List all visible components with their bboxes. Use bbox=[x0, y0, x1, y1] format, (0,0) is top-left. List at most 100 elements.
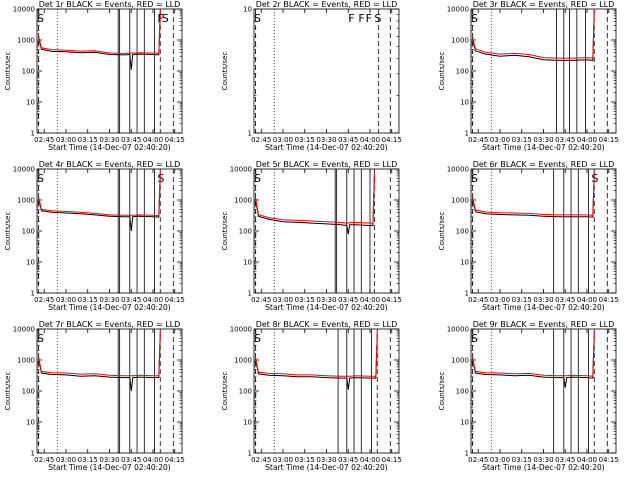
x-tick-label: 02:45 bbox=[34, 456, 54, 464]
y-tick-label: 10000 bbox=[447, 166, 469, 174]
panel-title: Det 2r BLACK = Events, RED = LLD bbox=[256, 0, 398, 9]
y-tick-label: 10 bbox=[243, 259, 252, 267]
x-tick-label: 04:15 bbox=[382, 296, 402, 304]
x-tick-label: 03:30 bbox=[99, 456, 119, 464]
x-tick-label: 02:45 bbox=[468, 296, 488, 304]
series-line-lld bbox=[471, 170, 595, 216]
y-axis-label: Counts/sec bbox=[438, 372, 446, 411]
y-tick-label: 100 bbox=[456, 388, 469, 396]
flag-letter: S bbox=[162, 12, 169, 25]
x-tick-label: 04:15 bbox=[599, 296, 619, 304]
flag-letter: S bbox=[254, 12, 261, 25]
series-line-events bbox=[38, 173, 161, 232]
y-tick-label: 1000 bbox=[451, 37, 469, 45]
y-tick-label: 10 bbox=[460, 99, 469, 107]
panel-title: Det 5r BLACK = Events, RED = LLD bbox=[256, 160, 398, 169]
y-tick-label: 10000 bbox=[13, 6, 35, 14]
y-tick-label: 10000 bbox=[447, 326, 469, 334]
y-axis-label: Counts/sec bbox=[4, 372, 12, 411]
x-tick-label: 03:00 bbox=[273, 456, 293, 464]
x-tick-label: 04:15 bbox=[165, 136, 185, 144]
x-axis-label: Start Time (14-Dec-07 02:40:20) bbox=[482, 303, 604, 312]
y-tick-label: 10 bbox=[243, 419, 252, 427]
y-tick-label: 1 bbox=[465, 130, 469, 138]
y-tick-label: 1000 bbox=[234, 357, 252, 365]
x-tick-label: 02:45 bbox=[251, 136, 271, 144]
flag-letter: S bbox=[37, 172, 44, 185]
y-axis-label: Counts/sec bbox=[221, 372, 229, 411]
y-tick-label: 1 bbox=[31, 450, 35, 458]
y-tick-label: 1000 bbox=[17, 37, 35, 45]
flag-letter: S bbox=[37, 12, 44, 25]
x-tick-label: 02:45 bbox=[468, 456, 488, 464]
y-tick-label: 100 bbox=[22, 388, 35, 396]
x-tick-label: 03:45 bbox=[338, 296, 358, 304]
y-tick-label: 10 bbox=[26, 419, 35, 427]
x-tick-label: 02:45 bbox=[468, 136, 488, 144]
x-tick-label: 04:00 bbox=[577, 296, 597, 304]
x-tick-label: 03:15 bbox=[512, 136, 532, 144]
panel-title: Det 4r BLACK = Events, RED = LLD bbox=[39, 160, 181, 169]
flag-letter: S bbox=[471, 332, 478, 345]
y-tick-label: 10 bbox=[460, 259, 469, 267]
y-tick-label: 10 bbox=[460, 419, 469, 427]
x-tick-label: 03:00 bbox=[490, 456, 510, 464]
x-axis-label: Start Time (14-Dec-07 02:40:20) bbox=[482, 463, 604, 472]
x-axis-label: Start Time (14-Dec-07 02:40:20) bbox=[265, 143, 387, 152]
x-tick-label: 03:30 bbox=[533, 456, 553, 464]
x-tick-label: 02:45 bbox=[34, 136, 54, 144]
y-tick-label: 100 bbox=[22, 68, 35, 76]
y-tick-label: 1 bbox=[465, 290, 469, 298]
y-axis-label: Counts/sec bbox=[4, 212, 12, 251]
flag-letter: F bbox=[366, 12, 372, 25]
series-line-events bbox=[471, 10, 595, 61]
y-tick-label: 10 bbox=[243, 6, 252, 14]
y-tick-label: 1000 bbox=[234, 197, 252, 205]
series-line-lld bbox=[38, 9, 161, 54]
panel-title: Det 3r BLACK = Events, RED = LLD bbox=[473, 0, 615, 9]
x-tick-label: 03:45 bbox=[121, 136, 141, 144]
x-axis-label: Start Time (14-Dec-07 02:40:20) bbox=[48, 303, 170, 312]
y-tick-label: 100 bbox=[239, 388, 252, 396]
x-tick-label: 04:00 bbox=[360, 456, 380, 464]
series-line-events bbox=[471, 173, 595, 218]
x-tick-label: 03:15 bbox=[512, 296, 532, 304]
y-axis-label: Counts/sec bbox=[438, 52, 446, 91]
x-tick-label: 03:30 bbox=[316, 136, 336, 144]
plot-frame bbox=[253, 8, 400, 134]
series-line-events bbox=[38, 333, 161, 392]
x-tick-label: 03:30 bbox=[99, 136, 119, 144]
x-tick-label: 04:15 bbox=[165, 456, 185, 464]
x-tick-label: 03:15 bbox=[295, 456, 315, 464]
x-tick-label: 04:15 bbox=[382, 456, 402, 464]
y-tick-label: 100 bbox=[456, 228, 469, 236]
flag-letter: S bbox=[254, 332, 261, 345]
series-line-lld bbox=[38, 170, 161, 217]
y-axis-label: Counts/sec bbox=[4, 52, 12, 91]
y-tick-label: 1000 bbox=[451, 197, 469, 205]
x-axis-label: Start Time (14-Dec-07 02:40:20) bbox=[265, 303, 387, 312]
x-tick-label: 04:15 bbox=[599, 136, 619, 144]
y-tick-label: 1 bbox=[248, 130, 252, 138]
x-tick-label: 03:15 bbox=[295, 136, 315, 144]
y-tick-label: 10 bbox=[26, 99, 35, 107]
x-tick-label: 03:00 bbox=[490, 136, 510, 144]
x-tick-label: 03:00 bbox=[56, 456, 76, 464]
x-tick-label: 04:00 bbox=[577, 456, 597, 464]
series-line-lld bbox=[471, 330, 595, 377]
x-tick-label: 04:15 bbox=[599, 456, 619, 464]
y-tick-label: 100 bbox=[22, 228, 35, 236]
x-axis-label: Start Time (14-Dec-07 02:40:20) bbox=[48, 143, 170, 152]
panel-title: Det 9r BLACK = Events, RED = LLD bbox=[473, 320, 615, 329]
y-axis-label: Counts/sec bbox=[221, 212, 229, 251]
x-tick-label: 03:45 bbox=[338, 456, 358, 464]
series-line-lld bbox=[471, 8, 595, 59]
x-tick-label: 03:30 bbox=[533, 296, 553, 304]
x-tick-label: 03:15 bbox=[78, 456, 98, 464]
